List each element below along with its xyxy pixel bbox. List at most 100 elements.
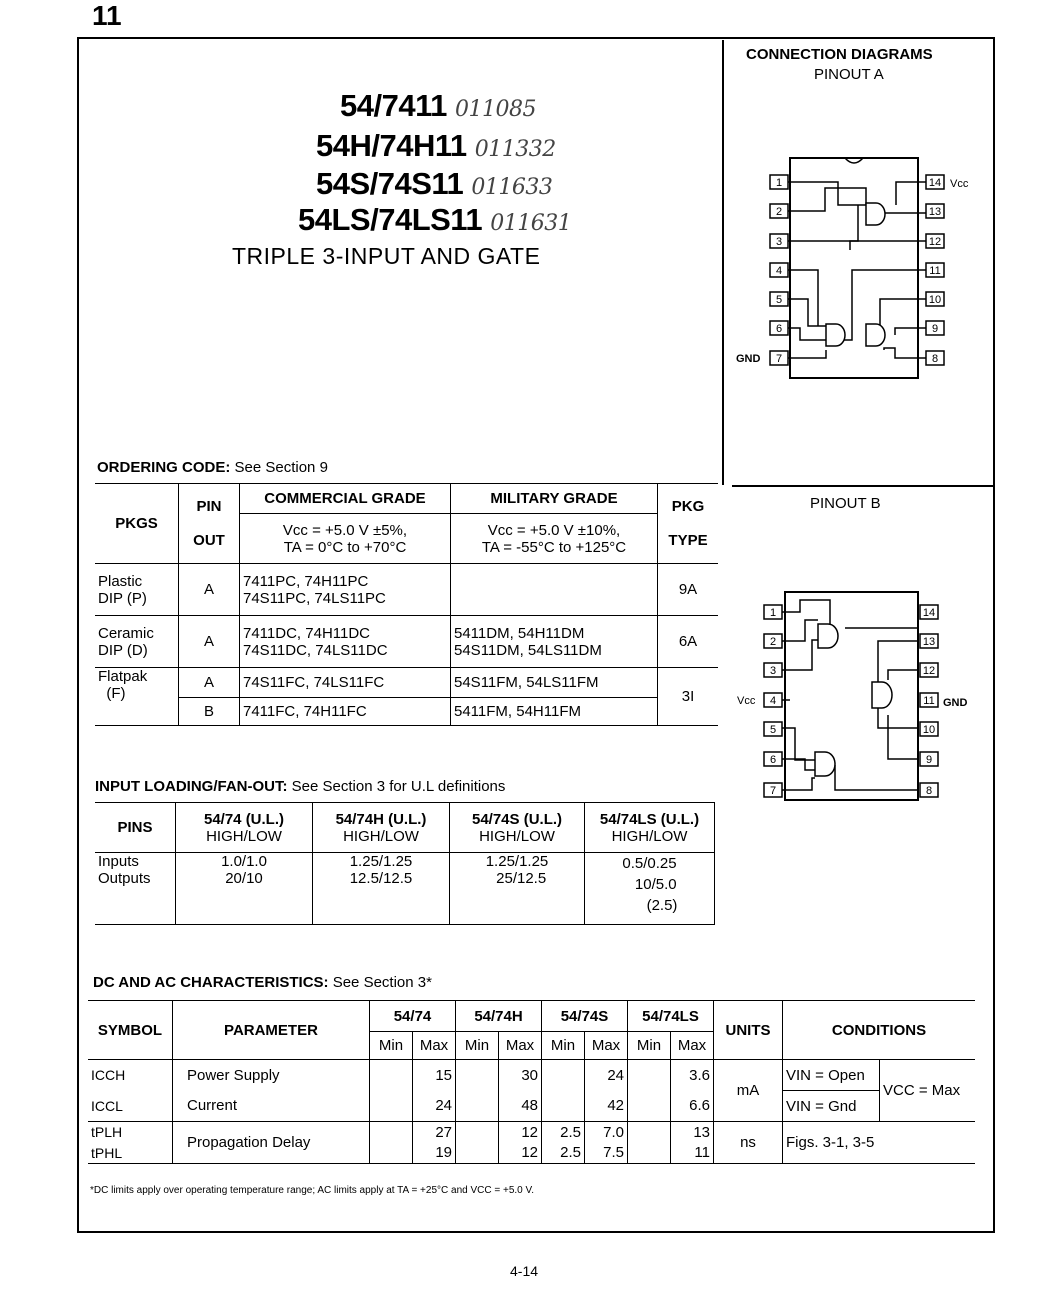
t: Outputs	[98, 870, 151, 887]
pin-box-10	[919, 721, 939, 737]
pin-box-4	[763, 692, 783, 708]
dcac-table: SYMBOL PARAMETER 54/74 54/74H 54/74S 54/…	[88, 1000, 975, 1164]
pins: Inputs Outputs	[95, 852, 176, 925]
and-gate-icon	[865, 323, 886, 347]
pin-box-8	[919, 782, 939, 798]
t: (F)	[106, 685, 126, 702]
title-text: 54/7411	[340, 88, 447, 123]
value: 24	[584, 1059, 628, 1091]
pin-number-11: 11	[923, 695, 934, 707]
col-pins: PINS	[95, 802, 176, 853]
value	[369, 1090, 413, 1122]
commercial-conditions: Vcc = +5.0 V ±5%, TA = 0°C to +70°C	[239, 513, 451, 564]
t: 1.25/1.25	[485, 853, 549, 870]
handwritten-note: 011332	[474, 137, 556, 162]
symbol: ICCH	[88, 1059, 173, 1091]
min-max-row: Min Max Min Max Min Max Min Max	[88, 1031, 975, 1060]
pinout: A	[178, 615, 240, 668]
value	[541, 1059, 585, 1091]
pin-number-5: 5	[770, 724, 776, 736]
pin-box-8	[925, 350, 945, 366]
pinout: B	[178, 697, 240, 726]
handwritten-note: 011633	[471, 175, 553, 200]
heading-rest: See Section 3 for U.L definitions	[287, 778, 506, 795]
pin-number-3: 3	[770, 665, 776, 677]
pin-number-6: 6	[770, 754, 776, 766]
pin-box-13	[925, 203, 945, 219]
col-min: Min	[627, 1031, 671, 1060]
pin-number-13: 13	[923, 636, 935, 648]
pin-box-5	[769, 291, 789, 307]
value	[455, 1142, 499, 1164]
military-conditions: Vcc = +5.0 V ±10%, TA = -55°C to +125°C	[450, 513, 658, 564]
value: 6.6	[670, 1090, 714, 1122]
handwritten-note: 011085	[454, 97, 536, 122]
t: 1.25/1.25	[349, 853, 413, 870]
h: HIGH/LOW	[611, 827, 688, 845]
pin-number-9: 9	[926, 754, 932, 766]
value: 27	[412, 1121, 456, 1143]
h: OUT	[193, 532, 225, 549]
h: 54/74S (U.L.)	[471, 810, 563, 828]
value: 3.6	[670, 1059, 714, 1091]
value	[455, 1059, 499, 1091]
pin-box-7	[769, 350, 789, 366]
chip-notch	[844, 157, 864, 164]
c: TA = 0°C to +70°C	[283, 538, 407, 556]
page-frame	[77, 37, 995, 1233]
and-gate-icon	[825, 323, 846, 347]
commercial: 7411PC, 74H11PC 74S11PC, 74LS11PC	[239, 563, 451, 616]
t: 74S11DC, 74LS11DC	[243, 641, 388, 659]
pinout-b-diagram: 1 14 2 13 3 12 4 11 5 10 6 9 7 8 Vcc GND	[737, 591, 968, 801]
pin-number-7: 7	[776, 353, 782, 365]
and-gate-icon	[814, 751, 836, 777]
val: 1.25/1.25 25/12.5	[449, 852, 585, 925]
chip-body	[789, 157, 919, 379]
heading-rest: See Section 9	[230, 459, 328, 476]
pinout-b-wiring	[782, 599, 919, 791]
parameter: Propagation Delay	[172, 1121, 370, 1164]
col-pkgs: PKGS	[95, 483, 179, 564]
value	[627, 1090, 671, 1122]
t: DIP (D)	[98, 641, 148, 659]
symbol: ICCL	[88, 1090, 173, 1122]
value: 2.5	[541, 1142, 585, 1164]
col-symbol: SYMBOL	[88, 1000, 173, 1060]
dcac-heading: DC AND AC CHARACTERISTICS: See Section 3…	[93, 974, 432, 991]
h: 54/74 (U.L.)	[203, 810, 285, 828]
t: 7411PC, 74H11PC	[243, 572, 369, 590]
pin-box-13	[919, 633, 939, 649]
table-row: ICCH Power Supply 15 30 24 3.6 mA VIN = Open V…	[88, 1059, 975, 1122]
pinout: A	[178, 667, 240, 698]
t: 10/5.0	[634, 876, 677, 893]
parameter: Current	[172, 1090, 370, 1122]
table-row: Plastic DIP (P) A 7411PC, 74H11PC 74S11PC,…	[95, 563, 718, 616]
heading-bold: DC AND AC CHARACTERISTICS:	[93, 974, 329, 991]
col-min: Min	[369, 1031, 413, 1060]
val: 1.0/1.0 20/10	[175, 852, 313, 925]
t: Inputs	[98, 853, 139, 870]
value: 48	[498, 1090, 542, 1122]
symbol: tPHL	[88, 1142, 173, 1164]
t: 54S11DM, 54LS11DM	[454, 641, 602, 659]
ordering-heading: ORDERING CODE: See Section 9	[97, 459, 328, 476]
pin-number-10: 10	[923, 724, 935, 736]
h: TYPE	[668, 532, 708, 549]
units: ns	[713, 1121, 783, 1164]
val: 0.5/0.25 10/5.0 (2.5)	[584, 852, 715, 925]
vcc-label: Vcc	[950, 178, 969, 190]
pin-number-3: 3	[776, 236, 782, 248]
table-row: Ceramic DIP (D) A 7411DC, 74H11DC 74S11DC,…	[95, 615, 718, 668]
value: 19	[412, 1142, 456, 1164]
t: 74S11PC, 74LS11PC	[243, 589, 386, 607]
pin-number-1: 1	[770, 607, 776, 619]
value	[455, 1090, 499, 1122]
pinout-a-label: PINOUT A	[814, 66, 884, 83]
col-military: MILITARY GRADE	[450, 483, 658, 514]
pin-number-2: 2	[770, 636, 776, 648]
table-row: Inputs Outputs 1.0/1.0 20/10 1.25/1.25 12.5…	[95, 852, 715, 925]
table-row: tPHL 19 12 2.5 7.5 11	[88, 1142, 975, 1164]
military: 5411DM, 54H11DM 54S11DM, 54LS11DM	[450, 615, 658, 668]
